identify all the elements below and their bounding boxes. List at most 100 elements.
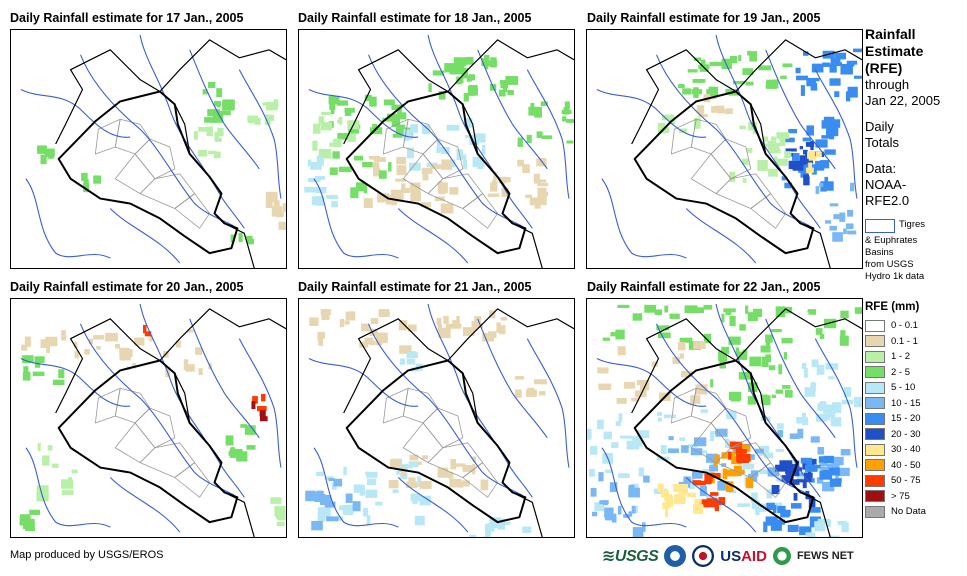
- rain-patch: [660, 444, 667, 455]
- rain-patch: [811, 168, 817, 175]
- rain-patch: [706, 453, 719, 463]
- rain-patch: [534, 106, 542, 118]
- rain-patch: [522, 164, 530, 174]
- basin-river-line: [313, 447, 399, 528]
- rain-patch: [537, 187, 547, 197]
- rain-patch: [485, 528, 491, 537]
- rain-patch: [721, 346, 730, 354]
- rain-patch: [438, 91, 446, 100]
- rain-patch: [771, 394, 777, 399]
- rain-patch: [672, 356, 681, 364]
- rain-patch: [686, 492, 697, 498]
- rain-patch: [318, 338, 324, 346]
- rain-patch: [466, 56, 474, 65]
- rain-patch: [378, 170, 387, 179]
- basin-river-line: [655, 54, 811, 227]
- rain-patch: [617, 506, 622, 515]
- rain-patch: [691, 307, 704, 313]
- rain-patch: [441, 159, 452, 170]
- rain-patch: [737, 503, 750, 507]
- legend-item: 1 - 2: [865, 349, 965, 365]
- rain-patch: [823, 318, 837, 329]
- rain-patch: [804, 387, 816, 397]
- rain-patch: [740, 443, 751, 452]
- basin-river-line: [477, 318, 548, 439]
- rain-patch: [25, 526, 35, 532]
- rain-patch: [240, 424, 248, 428]
- rain-patch: [657, 417, 662, 422]
- rain-patch: [811, 478, 815, 483]
- rain-patch: [785, 464, 798, 475]
- rain-patch: [401, 466, 406, 477]
- rain-patch: [770, 522, 782, 531]
- rain-patch: [776, 132, 790, 139]
- rain-patch: [618, 473, 630, 478]
- rain-patch: [693, 504, 703, 514]
- rain-patch: [678, 83, 685, 89]
- rain-patch: [808, 311, 817, 315]
- rain-patch: [590, 487, 597, 497]
- rain-patch: [713, 461, 718, 467]
- rain-patch: [751, 471, 756, 476]
- rain-patch: [802, 51, 809, 56]
- rain-patch: [407, 324, 417, 332]
- rain-patch: [398, 320, 408, 331]
- rain-patch: [825, 409, 831, 421]
- rain-patch: [690, 395, 701, 404]
- legend-swatch: [865, 412, 885, 425]
- rain-patch: [760, 345, 771, 353]
- rain-patch: [534, 379, 547, 385]
- rain-patch: [432, 70, 445, 76]
- rain-patch: [564, 101, 570, 110]
- rain-patch: [789, 433, 800, 440]
- rain-patch: [448, 471, 454, 479]
- rain-patch: [311, 196, 325, 206]
- basin-river-line: [765, 49, 836, 170]
- rain-patch: [810, 436, 820, 443]
- rain-patch: [815, 160, 825, 171]
- rain-patch: [836, 467, 850, 477]
- rain-patch: [339, 318, 345, 328]
- rain-patch: [722, 468, 728, 480]
- rain-patch: [663, 414, 676, 419]
- rain-patch: [808, 162, 812, 173]
- rain-patch: [314, 493, 326, 503]
- rain-patch: [244, 235, 253, 240]
- rain-patch: [338, 166, 352, 173]
- legend-item: 0 - 0.1: [865, 318, 965, 334]
- rain-patch: [244, 425, 256, 435]
- rain-patch: [696, 105, 705, 114]
- rain-patch: [703, 333, 712, 344]
- rain-patch: [436, 139, 441, 148]
- rain-patch: [562, 116, 567, 122]
- rain-patch: [766, 79, 778, 89]
- rain-patch: [259, 416, 268, 422]
- legend-swatch: [865, 490, 885, 503]
- rain-patch: [679, 353, 684, 359]
- rain-patch: [369, 96, 377, 107]
- rain-patch: [817, 446, 825, 455]
- rain-patch: [52, 379, 65, 386]
- rain-patch: [847, 86, 858, 98]
- rain-patch: [309, 317, 319, 326]
- rain-patch: [718, 350, 728, 362]
- rain-patch: [321, 111, 331, 116]
- rain-patch: [466, 76, 472, 82]
- rain-patch: [265, 101, 278, 111]
- rain-patch: [828, 467, 840, 476]
- rain-patch: [364, 337, 374, 345]
- rain-patch: [683, 476, 691, 484]
- totals-line-2: Totals: [865, 135, 899, 150]
- country-border: [735, 39, 862, 92]
- rain-patch: [321, 122, 333, 131]
- rain-patch: [20, 514, 31, 521]
- rain-patch: [417, 476, 421, 488]
- rain-patch: [463, 154, 467, 165]
- rain-patch: [718, 497, 726, 505]
- rain-patch: [406, 147, 414, 159]
- rain-patch: [324, 476, 334, 480]
- rain-patch: [739, 324, 746, 331]
- rain-patch: [725, 469, 738, 477]
- panel-title-3: Daily Rainfall estimate for 19 Jan., 200…: [587, 11, 821, 25]
- basin-line-3: Basins: [865, 247, 894, 258]
